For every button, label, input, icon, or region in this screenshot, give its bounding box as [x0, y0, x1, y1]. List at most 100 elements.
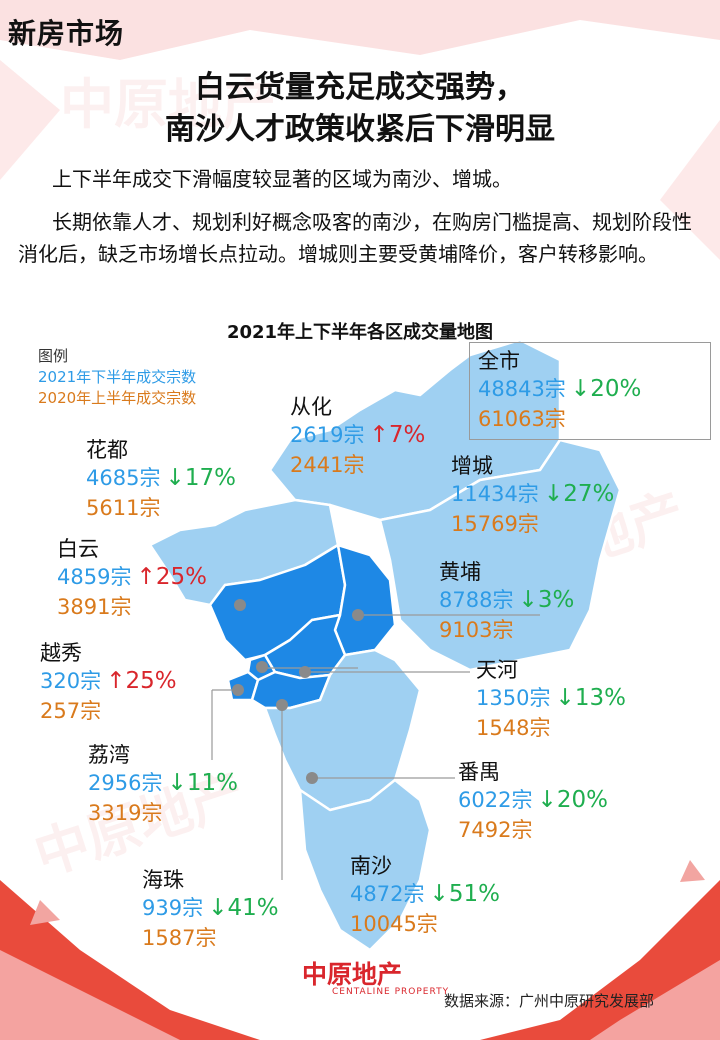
- h2-value: 2956宗: [88, 771, 163, 795]
- change-percent: 25%: [125, 668, 177, 694]
- district-name: 海珠: [142, 868, 184, 892]
- district-zengcheng: [378, 438, 622, 672]
- section-label: 新房市场: [8, 17, 125, 50]
- change-arrow: ↑: [369, 422, 389, 448]
- district-nansha: [298, 778, 432, 952]
- h1-value: 3891宗: [57, 595, 132, 619]
- change-arrow: ↓: [518, 587, 538, 613]
- marker-tianhe: [299, 666, 311, 678]
- change-arrow: ↓: [167, 770, 187, 796]
- h2-value: 11434宗: [451, 482, 539, 506]
- change-percent: 13%: [574, 685, 626, 711]
- change-percent: 20%: [590, 376, 642, 402]
- h2-value: 939宗: [142, 896, 204, 920]
- h2-value: 1350宗: [476, 686, 551, 710]
- h1-value: 61063宗: [478, 407, 566, 431]
- change-arrow: ↓: [555, 685, 575, 711]
- district-name: 荔湾: [88, 743, 130, 767]
- centaline-logo: 中原地产 CENTALINE PROPERTY: [302, 955, 449, 997]
- label-yuexiu: 越秀 320宗 ↑25% 257宗: [40, 639, 177, 725]
- change-percent: 7%: [388, 422, 426, 448]
- change-percent: 17%: [184, 465, 236, 491]
- h1-value: 9103宗: [439, 618, 514, 642]
- h1-value: 15769宗: [451, 512, 539, 536]
- change-arrow: ↓: [208, 895, 228, 921]
- data-source: 数据来源：广州中原研究发展部: [444, 992, 655, 1010]
- h1-value: 2441宗: [290, 453, 365, 477]
- h1-value: 257宗: [40, 699, 102, 723]
- map-legend: 图例 2021年下半年成交宗数 2020年上半年成交宗数: [38, 346, 196, 409]
- change-percent: 20%: [556, 787, 608, 813]
- h2-value: 4872宗: [350, 882, 425, 906]
- district-name: 从化: [290, 395, 332, 419]
- watermark: 中原地产: [60, 73, 276, 136]
- h1-value: 1587宗: [142, 926, 217, 950]
- body-paragraph-2: 长期依靠人才、规划利好概念吸客的南沙，在购房门槛提高、规划阶段性消化后，缺乏市场…: [18, 210, 692, 266]
- h1-value: 1548宗: [476, 716, 551, 740]
- change-percent: 51%: [448, 881, 500, 907]
- label-baiyun: 白云 4859宗 ↑25% 3891宗: [57, 535, 207, 621]
- h1-value: 10045宗: [350, 912, 438, 936]
- district-name: 增城: [451, 454, 493, 478]
- label-nansha: 南沙 4872宗 ↓51% 10045宗: [350, 852, 500, 938]
- h2-value: 2619宗: [290, 423, 365, 447]
- change-percent: 41%: [227, 895, 279, 921]
- marker-panyu: [306, 772, 318, 784]
- h2-value: 320宗: [40, 669, 102, 693]
- marker-baiyun: [234, 599, 246, 611]
- district-name: 南沙: [350, 854, 392, 878]
- label-conghua: 从化 2619宗 ↑7% 2441宗: [290, 393, 425, 479]
- change-arrow: ↓: [570, 376, 591, 402]
- change-arrow: ↑: [136, 564, 156, 590]
- district-name: 天河: [476, 658, 518, 682]
- change-arrow: ↓: [543, 481, 564, 507]
- label-tianhe: 天河 1350宗 ↓13% 1548宗: [476, 656, 626, 742]
- change-arrow: ↓: [429, 881, 449, 907]
- change-percent: 11%: [186, 770, 238, 796]
- district-name: 黄埔: [439, 560, 481, 584]
- page-title-line1: 白云货量充足成交强势，: [195, 70, 525, 105]
- h2-value: 4859宗: [57, 565, 132, 589]
- label-liwan: 荔湾 2956宗 ↓11% 3319宗: [88, 741, 238, 827]
- district-name: 番禺: [458, 760, 500, 784]
- h2-value: 48843宗: [478, 377, 566, 401]
- label-panyu: 番禺 6022宗 ↓20% 7492宗: [458, 758, 608, 844]
- h1-value: 7492宗: [458, 818, 533, 842]
- change-arrow: ↑: [106, 668, 126, 694]
- legend-h1-series: 2020年上半年成交宗数: [38, 389, 197, 407]
- marker-liwan: [232, 684, 244, 696]
- page-title-line2: 南沙人才政策收紧后下滑明显: [165, 112, 555, 147]
- label-huadu: 花都 4685宗 ↓17% 5611宗: [86, 436, 236, 522]
- logo-text-en: CENTALINE PROPERTY: [332, 987, 450, 997]
- district-name: 越秀: [40, 641, 82, 665]
- h2-value: 8788宗: [439, 588, 514, 612]
- district-name: 全市: [478, 349, 520, 373]
- map-title: 2021年上下半年各区成交量地图: [226, 322, 494, 343]
- h2-value: 4685宗: [86, 466, 161, 490]
- marker-huangpu: [352, 609, 364, 621]
- district-panyu: [263, 648, 422, 812]
- logo-text-cn: 中原地产: [302, 960, 403, 989]
- label-haizhu: 海珠 939宗 ↓41% 1587宗: [142, 866, 279, 952]
- marker-yuexiu: [256, 661, 268, 673]
- citywide-box: [469, 342, 711, 440]
- district-huangpu: [333, 543, 397, 657]
- h1-value: 3319宗: [88, 801, 163, 825]
- legend-heading: 图例: [38, 347, 69, 365]
- label-zengcheng: 增城 11434宗 ↓27% 15769宗: [451, 452, 614, 538]
- change-percent: 27%: [563, 481, 615, 507]
- h1-value: 5611宗: [86, 496, 161, 520]
- label-huangpu: 黄埔 8788宗 ↓3% 9103宗: [439, 558, 574, 644]
- district-name: 白云: [57, 537, 99, 561]
- marker-haizhu: [276, 699, 288, 711]
- change-arrow: ↓: [165, 465, 185, 491]
- change-percent: 3%: [537, 587, 575, 613]
- change-arrow: ↓: [537, 787, 557, 813]
- label-quanshi: 全市 48843宗 ↓20% 61063宗: [478, 347, 641, 433]
- h2-value: 6022宗: [458, 788, 533, 812]
- body-paragraph-1: 上下半年成交下滑幅度较显著的区域为南沙、增城。: [52, 167, 512, 191]
- district-name: 花都: [86, 438, 128, 462]
